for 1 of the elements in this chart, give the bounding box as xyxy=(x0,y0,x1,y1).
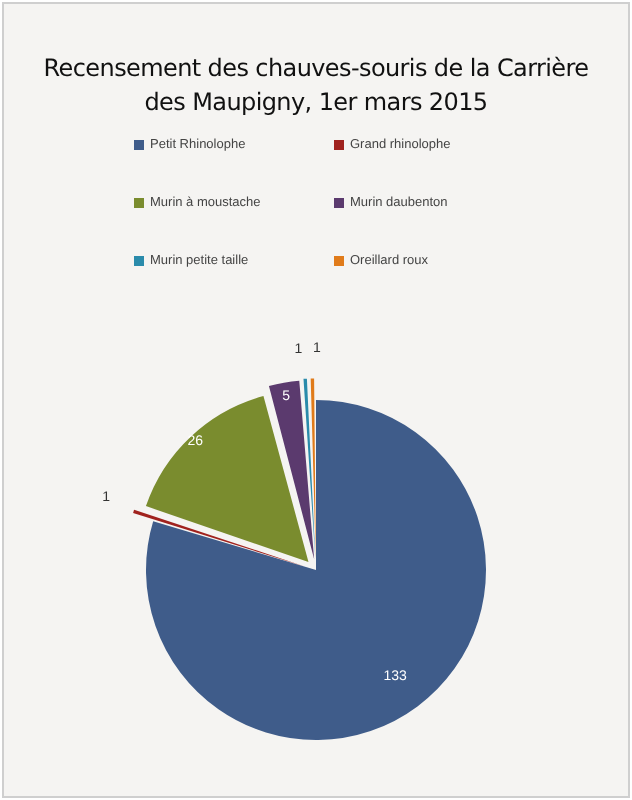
chart-title: Recensement des chauves-souris de la Carrière des Maupigny, 1er mars 2015 xyxy=(41,52,591,120)
